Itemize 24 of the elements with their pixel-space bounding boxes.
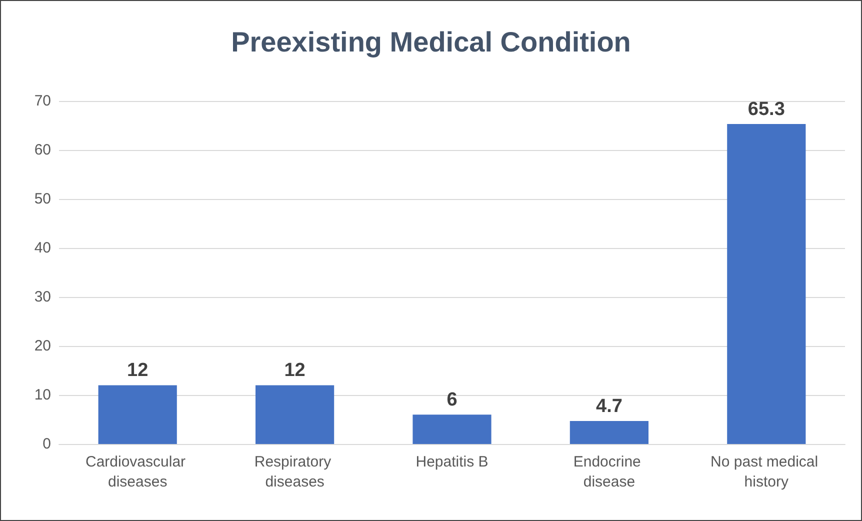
bar [98,385,177,444]
bar [412,414,492,444]
x-tick-label: No past medical history [710,454,822,490]
data-label: 12 [284,360,306,382]
x-tick-label: Endocrine disease [573,454,646,490]
bar [570,420,648,444]
y-tick-label: 70 [34,92,51,110]
data-label: 4.7 [596,396,622,417]
y-tick-label: 30 [34,288,51,306]
y-tick-label: 40 [34,240,51,256]
chart-title: Preexisting Medical Condition [231,26,631,58]
y-tick-label: 0 [42,436,51,452]
data-label: 65.3 [748,99,785,120]
y-tick-label: 50 [34,190,51,208]
y-tick-label: 20 [34,338,51,354]
y-tick-label: 10 [34,386,51,404]
bar [256,385,334,444]
x-tick-label: Cardiovascular diseases [85,454,190,490]
x-tick-label: Hepatitis B [416,454,488,470]
x-tick-label: Respiratory diseases [254,454,336,490]
data-label: 6 [446,390,458,411]
y-tick-label: 60 [34,142,51,158]
bar [727,124,806,444]
data-label: 12 [127,360,148,382]
